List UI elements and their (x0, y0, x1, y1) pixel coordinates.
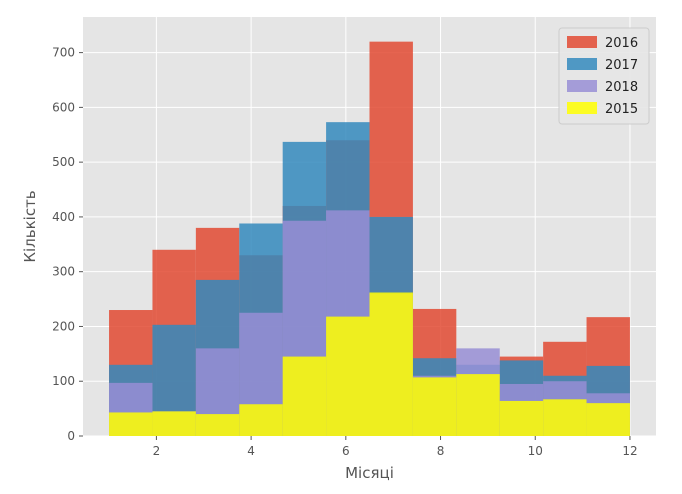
x-tick-label: 8 (437, 444, 445, 458)
x-axis-label: Місяці (345, 464, 394, 482)
legend-swatch-2016 (567, 36, 597, 48)
legend-swatch-2017 (567, 58, 597, 70)
bar-2015-bin-9 (456, 374, 500, 436)
y-tick-label: 600 (52, 100, 75, 114)
y-tick-label: 200 (52, 319, 75, 333)
histogram-bars (109, 41, 630, 437)
legend-label-2017: 2017 (605, 58, 638, 73)
bar-2015-bin-1 (109, 412, 153, 436)
x-tick-label: 12 (622, 444, 637, 458)
legend: 2016 2017 2018 2015 (558, 27, 650, 125)
legend-label-2018: 2018 (605, 80, 638, 95)
y-tick-label: 400 (52, 210, 75, 224)
bar-2015-bin-10 (499, 400, 544, 436)
y-tick-label: 500 (52, 155, 75, 169)
y-tick-label: 100 (52, 374, 75, 388)
bar-2015-bin-5 (282, 356, 327, 436)
legend-swatch-2015 (567, 102, 597, 114)
x-tick-label: 6 (342, 444, 350, 458)
y-tick-label: 0 (67, 429, 75, 443)
bar-2015-bin-7 (369, 292, 413, 436)
legend-box (558, 27, 650, 125)
bar-2015-bin-3 (195, 414, 240, 436)
legend-label-2015: 2015 (605, 102, 638, 117)
y-axis-label: Кількість (21, 190, 39, 262)
x-tick-label: 10 (528, 444, 543, 458)
bar-2015-bin-11 (543, 399, 587, 436)
y-tick-label: 300 (52, 265, 75, 279)
bar-2015-bin-2 (152, 411, 196, 436)
legend-swatch-2018 (567, 80, 597, 92)
y-axis-ticks: 0 100 200 300 400 500 600 700 (52, 46, 83, 443)
x-tick-label: 2 (153, 444, 161, 458)
bar-2015-bin-4 (239, 404, 283, 436)
y-tick-label: 700 (52, 46, 75, 60)
x-tick-label: 4 (247, 444, 255, 458)
bar-2015-bin-6 (326, 316, 370, 436)
bar-2015-bin-12 (586, 403, 630, 436)
x-axis-ticks: 2 4 6 8 10 12 (153, 436, 638, 458)
bar-2015-bin-8 (412, 377, 457, 436)
legend-label-2016: 2016 (605, 36, 638, 51)
